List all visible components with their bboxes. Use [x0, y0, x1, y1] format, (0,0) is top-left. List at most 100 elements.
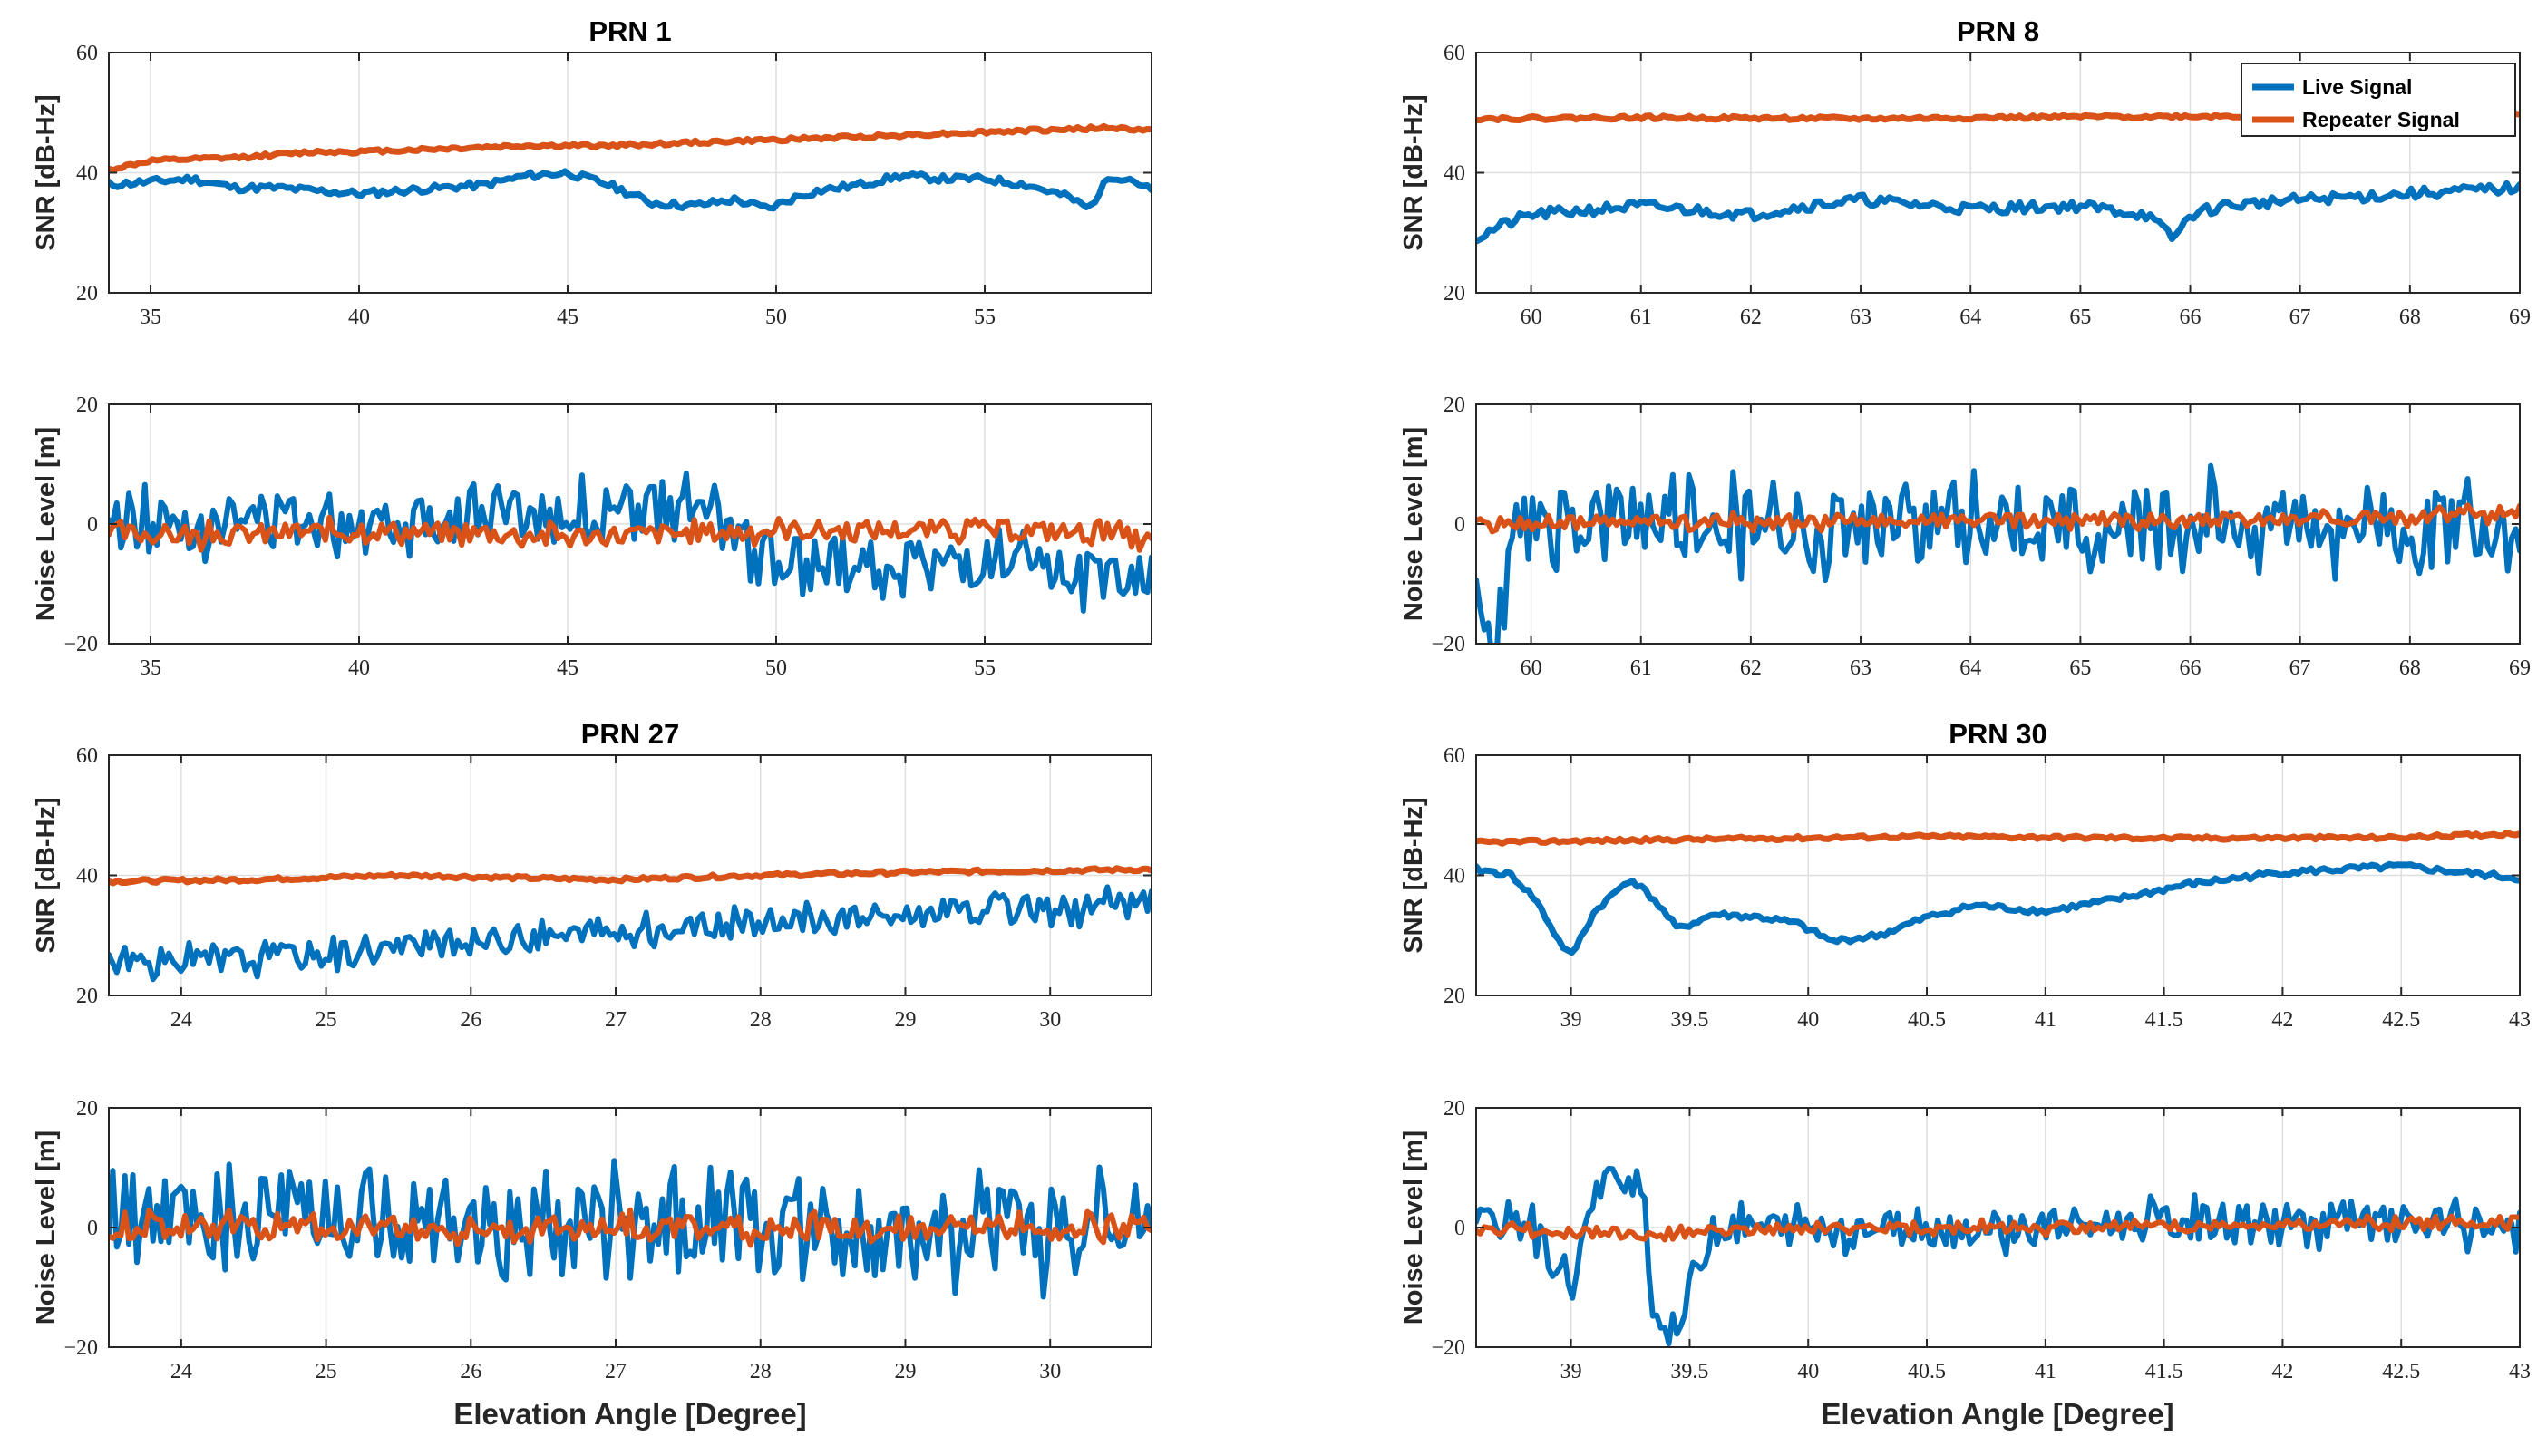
x-tick-label: 40.5	[1908, 1008, 1946, 1032]
x-tick-label: 42.5	[2382, 1008, 2420, 1032]
y-tick-label: 20	[76, 985, 98, 1008]
x-tick-label: 39.5	[1670, 1008, 1708, 1032]
series-line-repeater-signal	[109, 514, 1152, 553]
x-tick-label: 40	[348, 656, 370, 680]
x-tick-label: 63	[1850, 656, 1871, 680]
x-tick-label: 25	[316, 1360, 337, 1383]
x-tick-label: 45	[557, 306, 578, 329]
series-line-repeater-signal	[1476, 502, 2520, 535]
y-tick-label: 60	[1444, 744, 1465, 768]
chart-title: PRN 27	[581, 718, 680, 750]
legend-label-repeater-signal: Repeater Signal	[2302, 108, 2460, 131]
y-tick-label: 40	[76, 162, 98, 186]
y-tick-label: 20	[76, 1097, 98, 1121]
x-tick-label: 39	[1560, 1360, 1582, 1383]
y-tick-label: 0	[1454, 513, 1465, 537]
panel-prn8-noise: 60 61 62 63 64 65 66 67 68 69 −20 0 20 Noise Level [m…	[1399, 393, 2531, 680]
y-tick-label: 0	[87, 513, 98, 537]
x-tick-label: 40.5	[1908, 1360, 1946, 1383]
x-tick-label: 60	[1521, 306, 1542, 329]
x-tick-label: 65	[2069, 306, 2091, 329]
y-tick-label: 20	[1444, 282, 1465, 306]
x-tick-label: 67	[2289, 306, 2311, 329]
y-axis-label: Noise Level [m]	[32, 427, 61, 621]
x-tick-label: 35	[140, 656, 161, 680]
x-tick-label: 62	[1740, 656, 1762, 680]
y-tick-label: −20	[63, 1336, 98, 1360]
x-tick-label: 65	[2069, 656, 2091, 680]
series-line-live-signal	[109, 471, 1152, 614]
chart-title: PRN 8	[1957, 15, 2039, 47]
x-tick-label: 67	[2289, 656, 2311, 680]
x-tick-label: 64	[1959, 656, 1981, 680]
series-line-live-signal	[1476, 180, 2520, 245]
y-axis-label: SNR [dB-Hz]	[32, 94, 61, 250]
x-tick-label: 64	[1959, 306, 1981, 329]
chart-title: PRN 30	[1949, 718, 2047, 750]
x-tick-label: 43	[2509, 1008, 2531, 1032]
y-axis-label: SNR [dB-Hz]	[1399, 94, 1428, 250]
x-tick-label: 24	[170, 1360, 192, 1383]
legend-label-live-signal: Live Signal	[2302, 75, 2412, 99]
y-tick-label: −20	[1431, 633, 1465, 656]
x-tick-label: 50	[765, 656, 787, 680]
x-tick-label: 28	[750, 1008, 772, 1032]
x-tick-label: 45	[557, 656, 578, 680]
y-tick-label: 60	[1444, 42, 1465, 65]
x-tick-label: 63	[1850, 306, 1871, 329]
x-tick-label: 69	[2509, 656, 2531, 680]
x-tick-label: 35	[140, 306, 161, 329]
legend: Live Signal Repeater Signal	[2241, 63, 2516, 137]
series-line-repeater-signal	[109, 122, 1152, 174]
x-tick-label: 61	[1630, 656, 1652, 680]
y-axis-label: SNR [dB-Hz]	[1399, 797, 1428, 953]
series-line-live-signal	[109, 884, 1152, 983]
y-tick-label: 20	[1444, 1097, 1465, 1121]
y-tick-label: 20	[1444, 985, 1465, 1008]
series-line-live-signal	[1476, 860, 2520, 956]
x-tick-label: 29	[894, 1360, 916, 1383]
y-axis-label: Noise Level [m]	[1399, 1131, 1428, 1325]
x-axis-label: Elevation Angle [Degree]	[1821, 1397, 2173, 1431]
x-tick-label: 40	[1797, 1360, 1819, 1383]
x-tick-label: 55	[974, 306, 996, 329]
y-tick-label: −20	[63, 633, 98, 656]
x-tick-label: 42	[2271, 1008, 2293, 1032]
panel-prn1-snr: 35 40 45 50 55 20 40 60 SNR [dB-Hz] PRN 1	[32, 15, 1152, 329]
x-axis-label: Elevation Angle [Degree]	[453, 1397, 806, 1431]
series-line-repeater-signal	[1476, 829, 2520, 847]
y-axis-label: Noise Level [m]	[32, 1131, 61, 1325]
x-tick-label: 66	[2180, 306, 2202, 329]
x-tick-label: 69	[2509, 306, 2531, 329]
x-tick-label: 68	[2399, 656, 2421, 680]
x-tick-label: 39.5	[1670, 1360, 1708, 1383]
x-tick-label: 26	[460, 1008, 481, 1032]
x-tick-label: 28	[750, 1360, 772, 1383]
y-tick-label: 20	[76, 393, 98, 417]
x-tick-label: 24	[170, 1008, 192, 1032]
y-tick-label: −20	[1431, 1336, 1465, 1360]
x-tick-label: 40	[348, 306, 370, 329]
x-tick-label: 42.5	[2382, 1360, 2420, 1383]
y-tick-label: 60	[76, 744, 98, 768]
x-tick-label: 50	[765, 306, 787, 329]
series-line-repeater-signal	[109, 1207, 1152, 1248]
x-tick-label: 41	[2035, 1008, 2056, 1032]
series-line-repeater-signal	[109, 865, 1152, 887]
series-line-live-signal	[109, 1158, 1152, 1300]
x-tick-label: 25	[316, 1008, 337, 1032]
y-axis-label: SNR [dB-Hz]	[32, 797, 61, 953]
x-tick-label: 66	[2180, 656, 2202, 680]
x-tick-label: 30	[1039, 1360, 1061, 1383]
x-tick-label: 26	[460, 1360, 481, 1383]
x-tick-label: 40	[1797, 1008, 1819, 1032]
panel-prn27-noise: 24 25 26 27 28 29 30 −20 0 20 Noise Level [m]	[32, 1097, 1152, 1383]
x-tick-label: 42	[2271, 1360, 2293, 1383]
x-tick-label: 55	[974, 656, 996, 680]
y-tick-label: 20	[76, 282, 98, 306]
x-tick-label: 68	[2399, 306, 2421, 329]
y-tick-label: 0	[1454, 1217, 1465, 1240]
legend-box	[2241, 63, 2516, 137]
x-tick-label: 62	[1740, 306, 1762, 329]
